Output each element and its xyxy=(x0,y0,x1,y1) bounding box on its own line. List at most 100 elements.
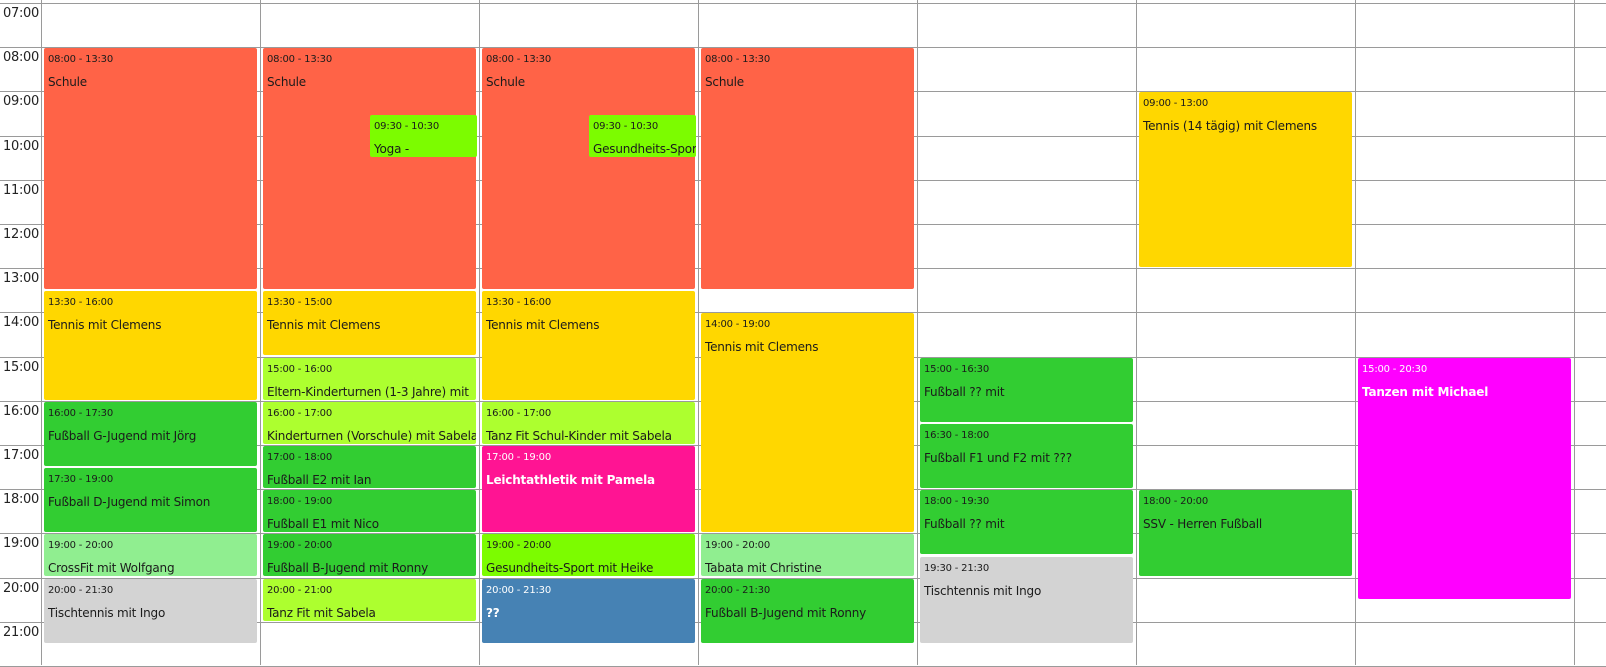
calendar-event[interactable]: 15:00 - 16:00 Eltern-Kinderturnen (1-3 Ja… xyxy=(263,358,476,400)
event-title: CrossFit mit Wolfgang xyxy=(48,561,175,575)
calendar-event[interactable]: 19:30 - 21:30 Tischtennis mit Ingo xyxy=(920,557,1133,643)
calendar-event[interactable]: 19:00 - 20:00 Fußball B-Jugend mit Ronny xyxy=(263,534,476,576)
calendar-event[interactable]: 08:00 - 13:30 Schule xyxy=(701,48,914,289)
calendar-event[interactable]: 13:30 - 16:00 Tennis mit Clemens xyxy=(482,291,695,400)
calendar-event[interactable]: 18:00 - 19:30 Fußball ?? mit xyxy=(920,490,1133,554)
calendar-event[interactable]: 17:00 - 19:00 Leichtathletik mit Pamela xyxy=(482,446,695,532)
event-time: 08:00 - 13:30 xyxy=(486,54,552,65)
event-title: Tanz Fit Schul-Kinder mit Sabela xyxy=(486,429,672,443)
hour-label: 14:00 xyxy=(3,315,39,330)
calendar-event[interactable]: 15:00 - 20:30 Tanzen mit Michael xyxy=(1358,358,1571,599)
event-title: Leichtathletik mit Pamela xyxy=(486,473,655,487)
calendar-event[interactable]: 13:30 - 16:00 Tennis mit Clemens xyxy=(44,291,257,400)
event-time: 09:30 - 10:30 xyxy=(593,121,659,132)
event-title: Tennis mit Clemens xyxy=(486,318,600,332)
event-title: Fußball ?? mit xyxy=(924,517,1005,531)
hour-label: 18:00 xyxy=(3,492,39,507)
calendar-event[interactable]: 08:00 - 13:30 Schule xyxy=(263,48,476,289)
event-time: 13:30 - 16:00 xyxy=(48,297,114,308)
calendar-event[interactable]: 09:30 - 10:30 Yoga - xyxy=(370,115,477,157)
hour-gridline xyxy=(0,312,1606,313)
day-column-divider xyxy=(1136,0,1137,665)
event-time: 13:30 - 15:00 xyxy=(267,297,333,308)
calendar-event[interactable]: 09:00 - 13:00 Tennis (14 tägig) mit Cleme… xyxy=(1139,92,1352,267)
event-time: 16:00 - 17:00 xyxy=(486,408,552,419)
event-title: Fußball ?? mit xyxy=(924,385,1005,399)
day-column-divider xyxy=(698,0,699,665)
calendar-event[interactable]: 19:00 - 20:00 CrossFit mit Wolfgang xyxy=(44,534,257,576)
calendar-event[interactable]: 08:00 - 13:30 Schule xyxy=(44,48,257,289)
calendar-event[interactable]: 18:00 - 19:00 Fußball E1 mit Nico xyxy=(263,490,476,532)
calendar-event[interactable]: 19:00 - 20:00 Tabata mit Christine xyxy=(701,534,914,576)
event-time: 16:00 - 17:00 xyxy=(267,408,333,419)
event-time: 19:00 - 20:00 xyxy=(267,540,333,551)
event-time: 20:00 - 21:30 xyxy=(705,585,771,596)
day-column-divider xyxy=(1574,0,1575,665)
event-title: SSV - Herren Fußball xyxy=(1143,517,1263,531)
event-time: 17:00 - 18:00 xyxy=(267,452,333,463)
event-time: 19:00 - 20:00 xyxy=(48,540,114,551)
event-title: Tennis mit Clemens xyxy=(48,318,162,332)
hour-label: 19:00 xyxy=(3,536,39,551)
event-title: Fußball G-Jugend mit Jörg xyxy=(48,429,197,443)
calendar-event[interactable]: 18:00 - 20:00 SSV - Herren Fußball xyxy=(1139,490,1352,576)
hour-label: 20:00 xyxy=(3,581,39,596)
calendar-event[interactable]: 16:00 - 17:00 Kinderturnen (Vorschule) mi… xyxy=(263,402,476,444)
hour-label: 11:00 xyxy=(3,183,39,198)
hour-label: 15:00 xyxy=(3,360,39,375)
hour-label: 10:00 xyxy=(3,139,39,154)
day-column-divider xyxy=(917,0,918,665)
calendar-event[interactable]: 16:00 - 17:00 Tanz Fit Schul-Kinder mit S… xyxy=(482,402,695,444)
event-title: Tischtennis mit Ingo xyxy=(48,606,166,620)
calendar-event[interactable]: 15:00 - 16:30 Fußball ?? mit xyxy=(920,358,1133,422)
hour-gridline xyxy=(0,533,1606,534)
event-title: Tanzen mit Michael xyxy=(1362,385,1489,399)
calendar-event[interactable]: 20:00 - 21:30 Fußball B-Jugend mit Ronny xyxy=(701,579,914,643)
event-time: 17:30 - 19:00 xyxy=(48,474,114,485)
event-title: Schule xyxy=(267,75,306,89)
day-column-divider xyxy=(1355,0,1356,665)
calendar-event[interactable]: 20:00 - 21:00 Tanz Fit mit Sabela xyxy=(263,579,476,621)
hour-label: 09:00 xyxy=(3,94,39,109)
hour-label: 21:00 xyxy=(3,625,39,640)
event-time: 13:30 - 16:00 xyxy=(486,297,552,308)
event-title: Fußball F1 und F2 mit ??? xyxy=(924,451,1072,465)
calendar-event[interactable]: 13:30 - 15:00 Tennis mit Clemens xyxy=(263,291,476,355)
event-time: 18:00 - 20:00 xyxy=(1143,496,1209,507)
event-time: 18:00 - 19:00 xyxy=(267,496,333,507)
event-time: 15:00 - 20:30 xyxy=(1362,364,1428,375)
event-time: 15:00 - 16:30 xyxy=(924,364,990,375)
hour-label: 16:00 xyxy=(3,404,39,419)
hour-label: 08:00 xyxy=(3,50,39,65)
event-title: Fußball B-Jugend mit Ronny xyxy=(705,606,867,620)
event-title: Tennis (14 tägig) mit Clemens xyxy=(1143,119,1317,133)
calendar-event[interactable]: 20:00 - 21:30?? xyxy=(482,579,695,643)
event-time: 09:00 - 13:00 xyxy=(1143,98,1209,109)
event-time: 08:00 - 13:30 xyxy=(267,54,333,65)
hour-gridline xyxy=(0,3,1606,4)
calendar-event[interactable]: 17:30 - 19:00 Fußball D-Jugend mit Simon xyxy=(44,468,257,532)
calendar-event[interactable]: 16:30 - 18:00 Fußball F1 und F2 mit ??? xyxy=(920,424,1133,488)
calendar-event[interactable]: 19:00 - 20:00 Gesundheits-Sport mit Heike xyxy=(482,534,695,576)
calendar-event[interactable]: 16:00 - 17:30 Fußball G-Jugend mit Jörg xyxy=(44,402,257,466)
calendar-event[interactable]: 08:00 - 13:30 Schule xyxy=(482,48,695,289)
event-time: 20:00 - 21:30 xyxy=(48,585,114,596)
event-time: 15:00 - 16:00 xyxy=(267,364,333,375)
event-time: 19:00 - 20:00 xyxy=(486,540,552,551)
event-time: 08:00 - 13:30 xyxy=(48,54,114,65)
hour-label: 13:00 xyxy=(3,271,39,286)
event-title: Yoga - xyxy=(374,142,409,156)
calendar-event[interactable]: 09:30 - 10:30 Gesundheits-Sport xyxy=(589,115,696,157)
calendar-event[interactable]: 17:00 - 18:00 Fußball E2 mit Ian xyxy=(263,446,476,488)
hour-label: 12:00 xyxy=(3,227,39,242)
event-time: 16:30 - 18:00 xyxy=(924,430,990,441)
calendar-event[interactable]: 14:00 - 19:00 Tennis mit Clemens xyxy=(701,313,914,532)
event-time: 16:00 - 17:30 xyxy=(48,408,114,419)
event-title: Schule xyxy=(705,75,744,89)
calendar-event[interactable]: 20:00 - 21:30 Tischtennis mit Ingo xyxy=(44,579,257,643)
event-time: 17:00 - 19:00 xyxy=(486,452,552,463)
event-title: Tennis mit Clemens xyxy=(267,318,381,332)
event-title: Tischtennis mit Ingo xyxy=(924,584,1042,598)
event-time: 19:30 - 21:30 xyxy=(924,563,990,574)
event-title: Kinderturnen (Vorschule) mit Sabela xyxy=(267,429,476,443)
